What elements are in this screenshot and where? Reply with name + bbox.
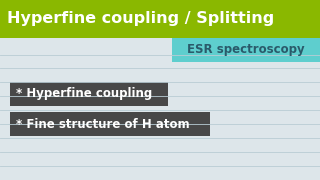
Text: ESR spectroscopy: ESR spectroscopy [187, 44, 305, 57]
FancyBboxPatch shape [10, 82, 168, 106]
FancyBboxPatch shape [10, 112, 210, 136]
Text: * Hyperfine coupling: * Hyperfine coupling [16, 87, 152, 100]
Text: * Fine structure of H atom: * Fine structure of H atom [16, 118, 190, 130]
FancyBboxPatch shape [172, 38, 320, 62]
FancyBboxPatch shape [0, 0, 320, 38]
Text: Hyperfine coupling / Splitting: Hyperfine coupling / Splitting [7, 12, 274, 26]
